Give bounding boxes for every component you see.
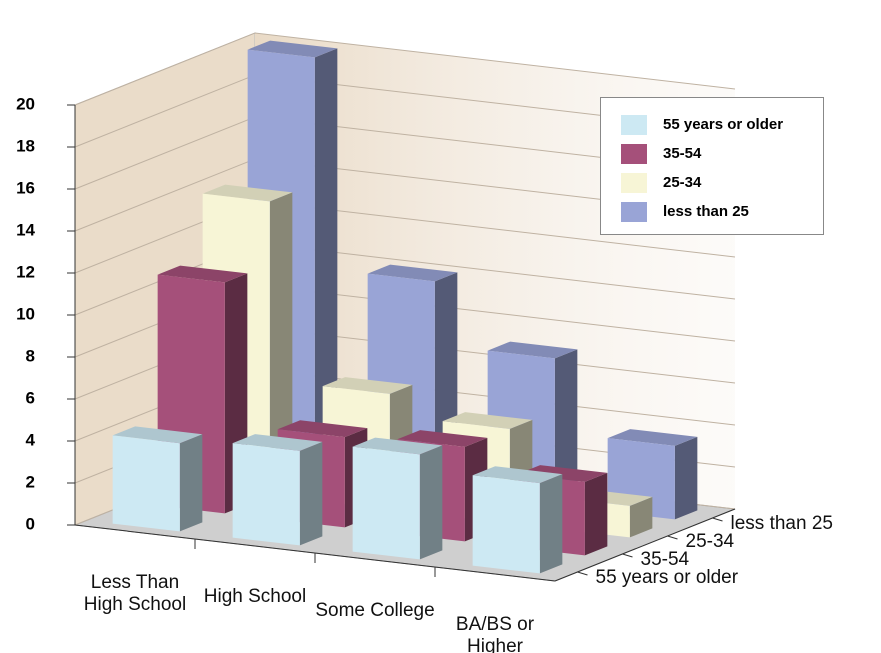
legend: 55 years or older 35-54 25-34 less than 25: [600, 97, 824, 235]
bar-side: [539, 474, 563, 574]
bar-front: [112, 435, 180, 532]
bar-top: [442, 412, 533, 429]
y-tick-label: 14: [16, 220, 35, 239]
depth-tick: [622, 553, 633, 558]
bar-top: [157, 265, 248, 283]
bar: [112, 426, 203, 532]
bar-top: [472, 466, 563, 484]
legend-item: less than 25: [621, 197, 823, 226]
grid-line: [74, 32, 736, 106]
legend-label: 25-34: [663, 174, 702, 191]
bar-top: [247, 40, 338, 58]
bar-top: [232, 434, 323, 451]
bar-top: [112, 426, 203, 444]
bar-front: [472, 475, 540, 574]
depth-label: less than 25: [731, 513, 833, 534]
bar-side: [674, 436, 698, 520]
bar-top: [352, 437, 443, 455]
bar-front: [232, 443, 300, 546]
x-tick-label: BA/BS or Higher: [455, 614, 535, 653]
legend-item: 55 years or older: [621, 110, 823, 139]
legend-swatch: [621, 143, 647, 164]
y-tick-label: 2: [26, 472, 35, 491]
bar-side: [554, 349, 578, 506]
bar-side: [419, 445, 443, 560]
legend-label: 35-54: [663, 145, 702, 162]
bar-side: [584, 472, 608, 556]
bar-side: [629, 496, 653, 538]
y-tick-label: 16: [16, 178, 35, 197]
x-tick-label: Less Than High School: [83, 572, 187, 615]
y-tick-label: 18: [16, 136, 35, 155]
depth-tick: [577, 571, 588, 576]
legend-swatch: [621, 201, 647, 222]
bar-side: [179, 434, 203, 532]
bar-top: [202, 184, 293, 202]
bar: [472, 466, 563, 574]
legend-label: 55 years or older: [663, 116, 784, 133]
bar-top: [397, 430, 488, 447]
depth-tick: [712, 517, 723, 522]
bar-top: [517, 465, 608, 482]
depth-label: 35-54: [641, 549, 690, 570]
depth-label: 25-34: [686, 531, 735, 552]
y-tick-label: 6: [26, 388, 35, 407]
depth-tick: [667, 535, 678, 540]
bar-side: [314, 48, 338, 478]
bar: [352, 437, 443, 560]
bar-top: [487, 341, 578, 359]
bar: [232, 434, 323, 546]
legend-swatch: [621, 172, 647, 193]
depth-label: 55 years or older: [596, 567, 739, 588]
bar-side: [299, 441, 323, 546]
bar-top: [367, 264, 458, 282]
y-tick-label: 4: [26, 430, 36, 449]
y-tick-label: 12: [16, 262, 35, 281]
bar-top: [607, 429, 698, 446]
bar-top: [277, 420, 368, 438]
legend-swatch: [621, 114, 647, 135]
bar-top: [322, 377, 413, 394]
legend-item: 25-34: [621, 168, 823, 197]
bar-side: [269, 192, 293, 496]
legend-label: less than 25: [663, 203, 749, 220]
legend-item: 35-54: [621, 139, 823, 168]
x-tick-label: Some College: [315, 600, 435, 621]
depth-axis: [554, 508, 736, 582]
x-tick-label: High School: [203, 586, 307, 607]
y-tick-label: 8: [26, 346, 35, 365]
y-tick-label: 0: [26, 514, 35, 533]
y-tick-label: 10: [16, 304, 35, 323]
y-tick-label: 20: [16, 94, 35, 113]
bar-front: [352, 446, 420, 560]
